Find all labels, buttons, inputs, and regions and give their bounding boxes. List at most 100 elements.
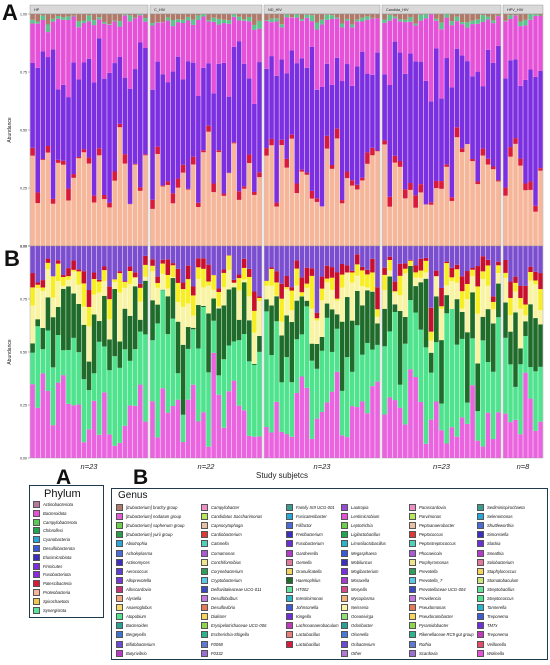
bar-segment: [465, 332, 470, 403]
facet-strip-label: HP: [34, 8, 40, 12]
bar-segment: [465, 246, 470, 272]
bar-segment: [538, 421, 543, 458]
facet-strip-label: ND_HIV: [268, 8, 282, 12]
legend-label: Corynebacterium: [211, 568, 243, 574]
bar-segment: [508, 147, 513, 157]
legend-label: [Eubacterium] nodatum group: [126, 514, 182, 520]
bar-segment: [299, 20, 305, 59]
genus-legend-item: Campylobacter: [201, 504, 239, 511]
genus-legend-item: [Eubacterium] nodatum group: [116, 513, 182, 521]
x-axis-label: Study subjetcs: [256, 471, 308, 480]
bar-segment: [216, 292, 222, 307]
bar-segment: [279, 382, 284, 432]
bar-segment: [496, 273, 501, 284]
bar-segment: [382, 22, 387, 75]
genus-legend-item: Lactobacillus: [286, 640, 320, 648]
legend-label: Other: [351, 650, 362, 656]
bar-segment: [86, 246, 92, 290]
bar-segment: [329, 351, 335, 392]
bar-segment: [86, 390, 92, 430]
bar-segment: [190, 164, 196, 246]
bar-segment: [76, 79, 82, 157]
bar-segment: [538, 168, 543, 171]
genus-legend-item: Moraxella: [341, 576, 369, 584]
bar-segment: [160, 185, 166, 187]
bar-segment: [150, 23, 155, 26]
bar-segment: [196, 14, 201, 16]
bar-segment: [375, 246, 380, 288]
bar-segment: [107, 24, 112, 25]
bar-segment: [365, 274, 370, 288]
genus-legend-item: Filifactor: [286, 522, 312, 530]
bar-segment: [397, 384, 403, 408]
bar-segment: [294, 193, 300, 246]
bar-segment: [485, 309, 491, 363]
bar-segment: [413, 14, 418, 24]
facet-strip-label: HPV_HIV: [507, 8, 524, 12]
legend-label: Prevotella: [419, 568, 438, 574]
bar-segment: [439, 403, 444, 431]
bar-segment: [294, 268, 300, 286]
bar-segment: [241, 267, 247, 280]
legend-label: Family XIII UCG-001: [296, 505, 335, 510]
bar-segment: [418, 192, 424, 246]
bar-segment: [81, 306, 87, 325]
bar-segment: [96, 321, 102, 342]
bar-segment: [454, 21, 460, 49]
bar-segment: [102, 281, 107, 296]
legend-swatch: [477, 540, 484, 548]
bar-segment: [269, 56, 274, 139]
bar-segment: [508, 315, 513, 332]
bar-segment: [40, 14, 46, 16]
bar-segment: [304, 246, 310, 268]
bar-segment: [304, 14, 310, 18]
bar-segment: [155, 22, 160, 23]
bar-segment: [480, 86, 486, 149]
bar-segment: [137, 14, 143, 16]
bar-segment: [190, 24, 196, 63]
bar-segment: [211, 289, 216, 299]
bar-segment: [397, 310, 403, 385]
bar-segment: [339, 203, 345, 246]
bar-segment: [269, 145, 274, 246]
legend-label: Lentimicrobium: [351, 514, 380, 520]
bar-segment: [314, 312, 320, 319]
bar-segment: [231, 16, 237, 47]
bar-segment: [269, 285, 274, 306]
bar-segment: [279, 14, 284, 25]
bar-segment: [66, 20, 71, 98]
bar-segment: [96, 155, 102, 246]
bar-segment: [165, 184, 171, 246]
bar-segment: [76, 246, 82, 270]
bar-segment: [226, 269, 232, 290]
legend-label: Acholeplasma: [126, 550, 153, 556]
genus-legend-item: Parvimonas: [409, 513, 441, 521]
legend-label: Elusimicrobiota: [43, 554, 72, 560]
bar-segment: [150, 340, 155, 402]
bar-segment: [387, 14, 393, 21]
bar-segment: [45, 24, 51, 33]
bar-segment: [102, 23, 107, 79]
legend-swatch: [286, 613, 293, 621]
bar-segment: [370, 147, 375, 156]
bar-segment: [86, 290, 92, 307]
bar-segment: [30, 384, 35, 458]
facet-n-label: n=8: [517, 462, 531, 471]
bar-segment: [428, 246, 434, 308]
bar-segment: [279, 145, 284, 246]
bar-segment: [309, 343, 315, 361]
genus-legend-item: Gardnerella: [286, 549, 318, 557]
legend-swatch: [286, 604, 293, 612]
bar-segment: [236, 20, 242, 42]
bar-segment: [246, 276, 252, 297]
legend-label: Filifactor: [296, 523, 312, 529]
genus-legend-item: Desulfovibrio: [201, 604, 235, 612]
bar-segment: [518, 158, 523, 166]
bar-segment: [496, 45, 501, 181]
legend-swatch: [477, 604, 484, 612]
bar-segment: [508, 281, 513, 298]
bar-segment: [107, 24, 112, 73]
bar-segment: [538, 246, 543, 274]
bar-segment: [408, 16, 413, 22]
bar-segment: [289, 382, 295, 437]
